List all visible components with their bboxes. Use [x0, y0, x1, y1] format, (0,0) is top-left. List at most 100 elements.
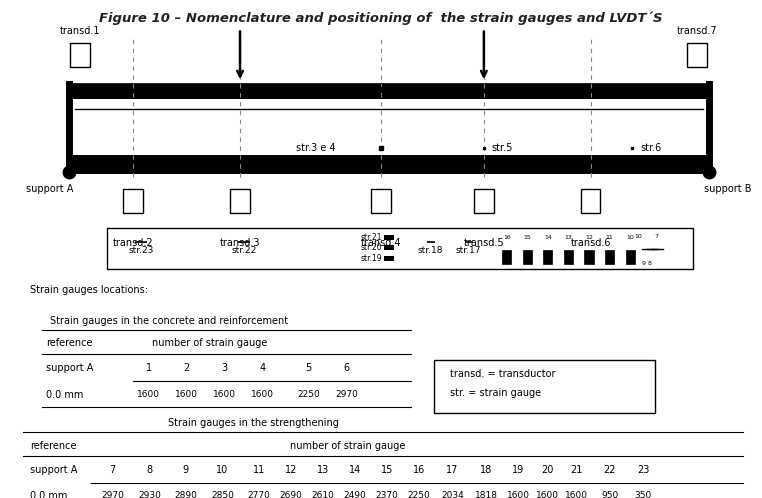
Text: transd.7: transd.7 — [677, 26, 718, 36]
Text: 2490: 2490 — [344, 492, 367, 498]
Bar — [371, 189, 391, 213]
Bar — [584, 249, 594, 264]
Text: 1818: 1818 — [475, 492, 498, 498]
Text: 2930: 2930 — [138, 492, 161, 498]
Text: 11: 11 — [253, 465, 265, 475]
Text: 23: 23 — [637, 465, 649, 475]
Text: str.20: str.20 — [361, 243, 383, 252]
Text: 2610: 2610 — [312, 492, 335, 498]
Bar — [69, 155, 709, 174]
Text: Strain gauges in the strengthening: Strain gauges in the strengthening — [168, 418, 338, 428]
Text: reference: reference — [30, 441, 77, 451]
Text: 1600: 1600 — [137, 389, 160, 398]
Text: 10: 10 — [634, 234, 642, 239]
Text: Strain gauges locations:: Strain gauges locations: — [30, 285, 149, 295]
Text: support A: support A — [26, 184, 73, 194]
Text: 950: 950 — [601, 492, 618, 498]
Text: 2250: 2250 — [408, 492, 431, 498]
Bar — [687, 43, 707, 67]
Text: 350: 350 — [635, 492, 652, 498]
Text: 15: 15 — [523, 235, 531, 240]
Bar — [384, 256, 394, 261]
Text: 10: 10 — [626, 235, 634, 240]
Bar — [605, 249, 614, 264]
Text: 2970: 2970 — [335, 389, 358, 398]
Text: 22: 22 — [604, 465, 616, 475]
Bar — [384, 246, 394, 250]
Text: 2890: 2890 — [174, 492, 197, 498]
Text: transd.3: transd.3 — [219, 238, 261, 248]
Bar — [523, 249, 532, 264]
Text: 2250: 2250 — [297, 389, 320, 398]
Text: str.18: str.18 — [418, 247, 443, 255]
Text: 13: 13 — [565, 235, 572, 240]
Text: 3: 3 — [222, 363, 228, 373]
Text: str.21: str.21 — [361, 233, 383, 242]
Text: 8: 8 — [146, 465, 152, 475]
Text: Strain gauges in the concrete and reinforcement: Strain gauges in the concrete and reinfo… — [50, 316, 287, 326]
Text: 11: 11 — [606, 235, 613, 240]
Text: 0.0 mm: 0.0 mm — [30, 492, 68, 498]
Text: Figure 10 – Nomenclature and positioning of  the strain gauges and LVDT´S: Figure 10 – Nomenclature and positioning… — [99, 11, 663, 25]
Bar — [384, 235, 394, 240]
Text: 1600: 1600 — [507, 492, 530, 498]
Text: 1600: 1600 — [213, 389, 236, 398]
Text: 1600: 1600 — [251, 389, 274, 398]
Text: support A: support A — [46, 363, 93, 373]
Text: 13: 13 — [317, 465, 329, 475]
Text: 1600: 1600 — [565, 492, 588, 498]
Bar — [230, 189, 250, 213]
Text: transd.1: transd.1 — [59, 26, 101, 36]
Text: str.17: str.17 — [456, 247, 482, 255]
Text: 5: 5 — [306, 363, 312, 373]
Text: 12: 12 — [285, 465, 297, 475]
Bar — [75, 107, 703, 155]
Text: str.23: str.23 — [128, 247, 154, 255]
Text: 20: 20 — [541, 465, 553, 475]
Text: 18: 18 — [480, 465, 492, 475]
Text: 2370: 2370 — [376, 492, 399, 498]
Text: 2770: 2770 — [248, 492, 271, 498]
Text: 9 8: 9 8 — [642, 260, 652, 265]
Text: 15: 15 — [381, 465, 393, 475]
Text: transd.4: transd.4 — [360, 238, 402, 248]
Text: support A: support A — [30, 465, 78, 475]
Text: 16: 16 — [503, 235, 511, 240]
Text: 9: 9 — [183, 465, 189, 475]
Bar — [581, 189, 600, 213]
Bar — [502, 249, 511, 264]
Text: transd.6: transd.6 — [570, 238, 611, 248]
Bar — [543, 249, 552, 264]
Text: support B: support B — [704, 184, 751, 194]
Text: transd.5: transd.5 — [463, 238, 504, 248]
Text: str.3 e 4: str.3 e 4 — [296, 142, 335, 153]
Text: 19: 19 — [512, 465, 524, 475]
Text: 1: 1 — [146, 363, 152, 373]
Text: 14: 14 — [544, 235, 552, 240]
Text: 0.0 mm: 0.0 mm — [46, 389, 83, 399]
Text: str.22: str.22 — [231, 247, 257, 255]
Bar — [69, 85, 709, 157]
Bar — [474, 189, 494, 213]
Text: 7: 7 — [110, 465, 116, 475]
Text: transd.2: transd.2 — [113, 238, 154, 248]
Bar — [123, 189, 143, 213]
Bar — [70, 43, 90, 67]
Text: str.6: str.6 — [640, 142, 661, 153]
Text: 2970: 2970 — [101, 492, 124, 498]
Text: 2034: 2034 — [441, 492, 464, 498]
Text: 4: 4 — [260, 363, 266, 373]
Text: str.5: str.5 — [491, 142, 513, 153]
Text: transd. = transductor: transd. = transductor — [450, 369, 555, 378]
Text: 2690: 2690 — [280, 492, 303, 498]
Text: 6: 6 — [344, 363, 350, 373]
Text: reference: reference — [46, 338, 92, 348]
Text: 1600: 1600 — [536, 492, 559, 498]
Text: 2850: 2850 — [211, 492, 234, 498]
Text: str. = strain gauge: str. = strain gauge — [450, 388, 541, 398]
Text: 21: 21 — [570, 465, 582, 475]
Text: 10: 10 — [216, 465, 229, 475]
Text: 7: 7 — [655, 234, 659, 239]
Bar — [107, 228, 693, 269]
Text: number of strain gauge: number of strain gauge — [152, 338, 267, 348]
